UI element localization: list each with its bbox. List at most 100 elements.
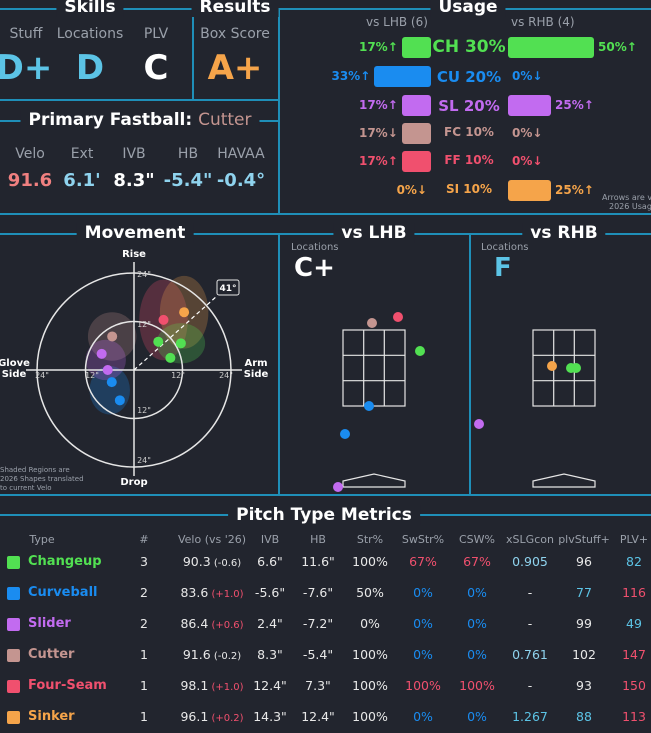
primary-fastball-title: Primary Fastball: Cutter <box>20 110 260 130</box>
pitch-plv: 49 <box>626 616 642 631</box>
usage-lhb-pct-ch: 17%↑ <box>358 40 398 54</box>
pitch-swatch <box>7 587 20 600</box>
rhb-pitch-sl <box>474 419 484 429</box>
usage-rhb-pct-ff: 0%↓ <box>512 154 543 168</box>
usage-left-divider <box>278 8 280 214</box>
usage-lhb-pct-sl: 17%↑ <box>358 98 398 112</box>
pitch-swstr: 0% <box>413 709 433 724</box>
usage-bar-lhb-ch <box>401 37 431 58</box>
pitch-csw: 0% <box>467 709 487 724</box>
pitch-hb: -5.4" <box>302 647 334 662</box>
lhb-rhb-divider <box>469 233 471 495</box>
ring-label-bottom-24: 24" <box>137 456 151 465</box>
movement-point-ff-8 <box>158 314 169 325</box>
arm-angle-line <box>133 295 218 371</box>
rhb-pitch-dots <box>474 361 581 429</box>
pitch-csw: 100% <box>459 678 495 693</box>
pitch-plvstuff: 99 <box>576 616 592 631</box>
pitch-count: 1 <box>140 678 148 693</box>
usage-bar-lhb-sl <box>401 95 431 116</box>
movement-point-cu-4 <box>114 395 125 406</box>
ring-label-top-12: 12" <box>137 320 151 329</box>
table-row: Cutter 1 91.6 (-0.2) 8.3" -5.4" 100% 0% 0% 0.761… <box>0 640 651 671</box>
rise-label: Rise <box>122 249 146 260</box>
primary-fastball-label: Primary Fastball: <box>28 110 193 130</box>
shaded-note-2: 2026 Shapes translated <box>0 475 84 483</box>
havaa-value: -0.4° <box>216 170 266 191</box>
pitch-ivb: 12.4" <box>253 678 287 693</box>
velo-delta: (+1.0) <box>208 682 244 693</box>
pitch-name: Cutter <box>28 647 75 662</box>
movement-point-si-9 <box>179 307 190 318</box>
usage-pitch-si: SI 10% <box>445 182 493 196</box>
pitch-swatch <box>7 556 20 569</box>
col-str: Str% <box>356 533 384 546</box>
pitch-hb: -7.2" <box>302 616 334 631</box>
pitch-plv: 113 <box>622 709 646 724</box>
table-row: Four-Seam 1 98.1 (+1.0) 12.4" 7.3" 100% 100% 10… <box>0 671 651 702</box>
ring-label-left-12: 12" <box>85 371 99 380</box>
rhb-home-plate <box>532 473 596 488</box>
usage-pitch-cu: CU 20% <box>436 68 502 86</box>
arm-angle-box <box>216 279 240 296</box>
usage-bar-rhb-sl <box>508 95 551 116</box>
pitch-swstr: 100% <box>405 678 441 693</box>
pitch-count: 1 <box>140 647 148 662</box>
ring-label-left-24: 24" <box>35 371 49 380</box>
pitch-velo: 91.6 (-0.2) <box>183 647 241 662</box>
pitch-plv: 116 <box>622 585 646 600</box>
pitch-name: Slider <box>28 616 71 631</box>
box-score-label: Box Score <box>200 26 270 42</box>
velo-value: 96.1 <box>180 709 209 724</box>
pitch-name: Changeup <box>28 554 102 569</box>
pitch-hb: 7.3" <box>305 678 331 693</box>
stuff-label: Stuff <box>9 26 43 42</box>
velo-value: 90.3 <box>182 554 211 569</box>
havaa-label: HAVAA <box>217 146 265 162</box>
stuff-grade: D+ <box>0 48 53 88</box>
table-row: Slider 2 86.4 (+0.6) 2.4" -7.2" 0% 0% 0% - 99 49 <box>0 609 651 640</box>
usage-rhb-pct-sl: 25%↑ <box>555 98 594 112</box>
lhb-pitch-cu-2 <box>340 429 350 439</box>
col-velo: Velo (vs '26) <box>177 533 247 546</box>
pitch-xslgcon: - <box>527 678 533 693</box>
pitch-ivb: -5.6" <box>254 585 286 600</box>
pitch-csw: 67% <box>463 554 491 569</box>
pitch-csw: 0% <box>467 616 487 631</box>
velo-delta: (-0.6) <box>210 558 242 569</box>
velo-delta: (+1.0) <box>208 589 244 600</box>
results-title: Results <box>191 0 279 17</box>
vs-rhb-locations-label: Locations <box>481 242 529 253</box>
pitch-velo: 83.6 (+1.0) <box>180 585 243 600</box>
velo-value: 83.6 <box>180 585 209 600</box>
pitch-xslgcon: 0.905 <box>512 554 548 569</box>
pitch-name: Sinker <box>28 709 75 724</box>
pitch-str: 100% <box>352 709 388 724</box>
movement-shaded-regions <box>85 275 209 415</box>
pitch-str: 50% <box>356 585 384 600</box>
velo-value: 86.4 <box>180 616 209 631</box>
pitch-name: Curveball <box>28 585 98 600</box>
pitch-velo: 98.1 (+1.0) <box>180 678 243 693</box>
usage-bar-rhb-ch <box>508 37 594 58</box>
skills-results-divider <box>192 8 194 100</box>
ring-label-top-24: 24" <box>137 270 151 279</box>
arm-angle-label: 41° <box>219 284 236 294</box>
hb-label: HB <box>177 146 199 162</box>
shaded-note-1: Shaded Regions are <box>0 466 70 474</box>
locations-label: Locations <box>56 26 124 42</box>
usage-pitch-ff: FF 10% <box>444 153 494 167</box>
pitch-velo: 90.3 (-0.6) <box>183 554 241 569</box>
velo-label: Velo <box>15 146 45 162</box>
arm-side-label-1: Arm <box>244 358 267 369</box>
usage-lhb-pct-cu: 33%↑ <box>331 69 371 83</box>
vs-lhb-locations-label: Locations <box>291 242 339 253</box>
skills-title: Skills <box>56 0 124 17</box>
pitch-velo: 96.1 (+0.2) <box>180 709 243 724</box>
pitch-xslgcon: 0.761 <box>512 647 548 662</box>
movement-plot: 41° Rise Drop Glove Side Arm Side 24" 12… <box>0 249 268 492</box>
movement-point-ch-1 <box>153 336 164 347</box>
table-row: Changeup 3 90.3 (-0.6) 6.6" 11.6" 100% 67% 67% 0… <box>0 547 651 578</box>
locations-grade: D <box>75 48 105 88</box>
usage-title: Usage <box>430 0 506 17</box>
